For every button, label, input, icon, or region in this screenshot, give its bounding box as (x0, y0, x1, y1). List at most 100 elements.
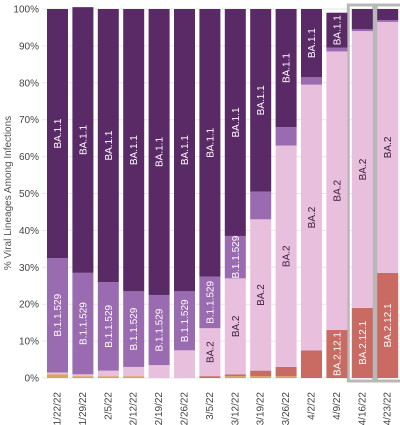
bar-segment-other_bottom (123, 376, 145, 378)
bar-segment-ba2 (123, 366, 145, 377)
bar-segment-other_bottom (250, 376, 272, 378)
segment-label-ba2: BA.2 (205, 341, 216, 363)
highlight-box (372, 3, 400, 383)
segment-label-ba2: BA.2 (256, 284, 267, 306)
bar-segment-ba2 (47, 372, 68, 375)
x-tick-label: 4/16/22 (357, 392, 368, 425)
segment-label-ba11: BA.1.1 (129, 135, 140, 165)
bar-segment-ba2121 (224, 374, 246, 377)
segment-labels: B.1.1.529 B.1.1.529 B.1.1.529 B.1.1.529 B.1.… (53, 15, 394, 376)
bar-segment-b11529 (174, 291, 195, 351)
bar-segment-ba2 (199, 328, 221, 377)
bar-segment-ba11 (47, 9, 68, 259)
bar-segment-ba2121 (377, 272, 399, 378)
y-tick-label: 30% (19, 263, 39, 274)
x-tick-label: 2/26/22 (180, 392, 191, 425)
bar-segment-ba11 (72, 7, 94, 273)
highlight-boxes (346, 3, 400, 383)
x-tick-label: 2/19/22 (154, 392, 165, 425)
x-tick-label: 1/22/22 (53, 392, 64, 425)
bars (47, 7, 399, 378)
x-tick-label: 1/29/22 (78, 392, 89, 425)
bar-segment-ba2121 (275, 366, 297, 377)
y-axis-title: % Viral Lineages Among Infections (3, 116, 14, 270)
bar-segment-b11529 (250, 191, 272, 220)
bar-segment-b11529 (47, 258, 68, 373)
segment-label-ba2: BA.2 (358, 158, 369, 180)
y-tick-label: 20% (19, 300, 39, 311)
bar-segment-ba2121 (351, 307, 373, 378)
segment-label-ba2121: BA.2.12.1 (332, 332, 343, 376)
bar-segment-b11529 (224, 235, 246, 279)
bar-segment-ba2 (301, 84, 322, 351)
x-tick-label: 3/5/22 (205, 392, 216, 420)
segment-label-ba11: BA.1.1 (155, 137, 166, 167)
bar-segment-ba11 (301, 9, 322, 78)
segment-label-b11529: B.1.1.529 (180, 299, 191, 342)
segment-label-ba11: BA.1.1 (205, 127, 216, 157)
bar-segment-ba2 (326, 51, 348, 331)
x-tick-label: 4/2/22 (307, 392, 318, 420)
segment-label-ba11: BA.1.1 (231, 107, 242, 137)
segment-label-ba11: BA.1.1 (180, 135, 191, 165)
y-axis-ticks: 0% 10% 20% 30% 40% 50% 60% 70% 80% 90% 100% (13, 5, 39, 385)
bar-segment-b11529 (351, 29, 373, 32)
bar-segment-ba11 (275, 9, 297, 128)
segment-label-b11529: B.1.1.529 (104, 304, 115, 347)
bar-segment-ba2 (148, 365, 170, 378)
y-tick-label: 40% (19, 226, 39, 237)
y-tick-label: 10% (19, 337, 39, 348)
segment-label-b11529: B.1.1.529 (78, 302, 89, 345)
bar-segment-b11529 (123, 291, 145, 367)
bar-segment-ba11 (326, 12, 348, 48)
segment-label-b11529: B.1.1.529 (53, 293, 64, 336)
segment-label-b11529: B.1.1.529 (205, 281, 216, 324)
y-tick-label: 100% (13, 5, 39, 16)
segment-label-b11529: B.1.1.529 (231, 235, 242, 278)
segment-label-ba2121: BA.2.12.1 (383, 303, 394, 347)
x-tick-label: 4/23/22 (383, 392, 394, 425)
bar-segment-other_bottom (47, 374, 68, 378)
y-tick-label: 80% (19, 78, 39, 89)
segment-label-ba11: BA.1.1 (256, 85, 267, 115)
bar-segment-b11529 (377, 20, 399, 22)
bar-segment-b11529 (72, 272, 94, 375)
bar-segment-ba11 (199, 9, 221, 277)
bar-segment-ba2 (174, 350, 195, 378)
y-tick-label: 70% (19, 115, 39, 126)
bar-segment-ba11 (351, 9, 373, 30)
bar-segment-ba2 (224, 278, 246, 375)
x-tick-label: 3/12/22 (230, 392, 241, 425)
segment-label-b11529: B.1.1.529 (129, 307, 140, 350)
x-tick-label: 3/19/22 (256, 392, 267, 425)
y-tick-label: 0% (25, 374, 40, 385)
segment-label-ba11: BA.1.1 (307, 28, 318, 58)
bar-segment-ba11 (377, 9, 399, 21)
bar-segment-b11529 (275, 127, 297, 146)
bar-segment-b11529 (97, 282, 119, 371)
segment-label-ba11: BA.1.1 (78, 125, 89, 155)
bar-segment-ba2121 (326, 330, 348, 378)
segment-label-b11529: B.1.1.529 (155, 308, 166, 351)
y-tick-label: 60% (19, 152, 39, 163)
segment-label-ba11: BA.1.1 (104, 130, 115, 160)
segment-label-ba11: BA.1.1 (332, 15, 343, 45)
x-tick-label: 4/9/22 (332, 392, 343, 420)
bar-segment-other_bottom (72, 376, 94, 378)
bar-segment-b11529 (199, 276, 221, 329)
bar-segment-ba11 (224, 9, 246, 236)
segment-label-ba2: BA.2 (231, 315, 242, 337)
bar-segment-ba11 (123, 9, 145, 292)
bar-segment-ba2121 (250, 370, 272, 377)
bar-segment-ba2 (72, 374, 94, 377)
bar-segment-other_bottom (97, 376, 119, 378)
segment-label-ba2: BA.2 (307, 206, 318, 228)
bar-segment-ba2 (351, 31, 373, 308)
bar-segment-other_bottom (275, 376, 297, 378)
segment-label-ba11: BA.1.1 (282, 53, 293, 83)
bar-segment-ba2 (377, 21, 399, 273)
segment-label-ba11: BA.1.1 (53, 118, 64, 148)
x-axis-ticks: 1/22/22 1/29/22 2/5/22 2/12/22 2/19/22 2/26/2… (53, 392, 394, 425)
